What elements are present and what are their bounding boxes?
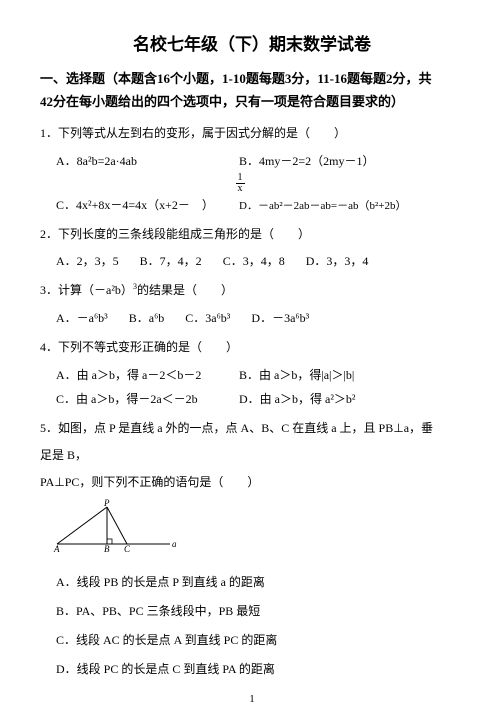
q5-text3: PA⊥PC，则下列不正确的语句是（ ） [40, 471, 464, 494]
exam-title: 名校七年级（下）期末数学试卷 [40, 30, 464, 55]
q5-figure: A B C P a [52, 499, 464, 562]
section-header-line2: 42分在每小题给出的四个选项中，只有一项是符合题目要求的） [40, 94, 404, 109]
page-number: 1 [0, 693, 504, 705]
svg-text:C: C [124, 544, 131, 554]
q4-text: 4．下列不等式变形正确的是（ ） [40, 336, 464, 359]
section-header: 一、选择题（本题含16个小题，1-10题每题3分，11-16题每题2分，共 42… [40, 67, 464, 114]
q5-optC: C．线段 AC 的长是点 A 到直线 PC 的距离 [56, 626, 464, 655]
q4-optD: D．由 a＞b，得 a²＞b² [239, 387, 356, 411]
q2-text: 2．下列长度的三条线段能组成三角形的是（ ） [40, 223, 464, 246]
q3-text: 3．计算（－a²b）3的结果是（ ） [40, 279, 464, 302]
svg-text:A: A [53, 544, 60, 554]
question-1: 1．下列等式从左到右的变形，属于因式分解的是（ ） A．8a²b=2a·4ab … [40, 122, 464, 217]
question-4: 4．下列不等式变形正确的是（ ） A．由 a＞b，得 a－2＜b－2 B．由 a… [40, 336, 464, 411]
q1-optB: B．4my－2=2（2my－1） [239, 149, 374, 173]
svg-text:a: a [172, 539, 177, 549]
q2-optC: C．3，4，8 [223, 249, 285, 273]
q4-optC: C．由 a＞b，得－2a＜－2b [56, 387, 236, 411]
q3-optD: D．－3a⁶b³ [251, 306, 309, 330]
q1-optD: D．－ab²－2ab－ab=－ab（b²+2b） [239, 195, 406, 217]
q4-options: A．由 a＞b，得 a－2＜b－2 B．由 a＞b，得|a|＞|b| C．由 a… [40, 363, 464, 411]
q4-optA: A．由 a＞b，得 a－2＜b－2 [56, 363, 236, 387]
q5-optD: D．线段 PC 的长是点 C 到直线 PA 的距离 [56, 655, 464, 684]
question-2: 2．下列长度的三条线段能组成三角形的是（ ） A．2，3，5 B．7，4，2 C… [40, 223, 464, 274]
q1-text: 1．下列等式从左到右的变形，属于因式分解的是（ ） [40, 122, 464, 145]
q5-options: A．线段 PB 的长是点 P 到直线 a 的距离 B．PA、PB、PC 三条线段… [40, 568, 464, 683]
q5-text1: 5．如图，点 P 是直线 a 外的一点，点 A、B、C 在直线 a 上，且 PB… [40, 417, 464, 440]
q1-options: A．8a²b=2a·4ab B．4my－2=2（2my－1） 1x C．4x²+… [40, 149, 464, 217]
svg-text:P: P [103, 499, 110, 508]
q3-optB: B．a⁶b [129, 306, 165, 330]
q3-optA: A．－a⁶b³ [56, 306, 108, 330]
q5-text2: 足是 B， [40, 444, 464, 467]
question-5: 5．如图，点 P 是直线 a 外的一点，点 A、B、C 在直线 a 上，且 PB… [40, 417, 464, 683]
q5-optA: A．线段 PB 的长是点 P 到直线 a 的距离 [56, 568, 464, 597]
q3-optC: C．3a⁶b³ [185, 306, 230, 330]
q3-options: A．－a⁶b³ B．a⁶b C．3a⁶b³ D．－3a⁶b³ [40, 306, 464, 330]
q2-optD: D．3，3，4 [306, 249, 369, 273]
fraction-1-over-x: 1x [236, 173, 245, 194]
q2-optB: B．7，4，2 [140, 249, 202, 273]
q2-options: A．2，3，5 B．7，4，2 C．3，4，8 D．3，3，4 [40, 249, 464, 273]
q5-optB: B．PA、PB、PC 三条线段中，PB 最短 [56, 597, 464, 626]
question-3: 3．计算（－a²b）3的结果是（ ） A．－a⁶b³ B．a⁶b C．3a⁶b³… [40, 279, 464, 330]
triangle-diagram: A B C P a [52, 499, 182, 554]
q1-optA: A．8a²b=2a·4ab [56, 149, 236, 173]
q4-optB: B．由 a＞b，得|a|＞|b| [239, 363, 354, 387]
svg-text:B: B [104, 544, 110, 554]
q2-optA: A．2，3，5 [56, 249, 119, 273]
section-header-line1: 一、选择题（本题含16个小题，1-10题每题3分，11-16题每题2分，共 [40, 71, 431, 86]
q1-optC: C．4x²+8x－4=4x（x+2－ ） [56, 193, 236, 217]
